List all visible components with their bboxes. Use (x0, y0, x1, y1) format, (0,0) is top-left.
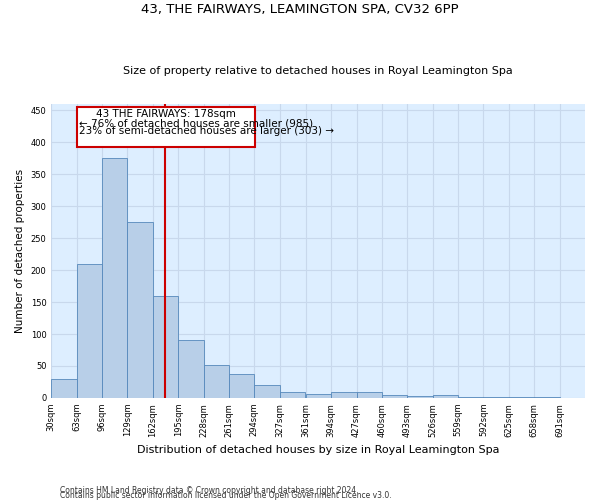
Text: 23% of semi-detached houses are larger (303) →: 23% of semi-detached houses are larger (… (79, 126, 334, 136)
Bar (51, 379, 77, 398)
Bar (153, 296, 178, 398)
Bar (203, 364, 229, 398)
Bar (127, 222, 153, 398)
Text: 43 THE FAIRWAYS: 178sqm: 43 THE FAIRWAYS: 178sqm (96, 109, 236, 119)
Bar (178, 340, 203, 398)
Text: 43, THE FAIRWAYS, LEAMINGTON SPA, CV32 6PP: 43, THE FAIRWAYS, LEAMINGTON SPA, CV32 6… (141, 2, 459, 16)
Title: Size of property relative to detached houses in Royal Leamington Spa: Size of property relative to detached ho… (123, 66, 513, 76)
Bar (382, 394, 407, 398)
Bar (356, 392, 382, 398)
Bar (254, 385, 280, 398)
Bar (102, 158, 127, 398)
FancyBboxPatch shape (77, 106, 255, 147)
Bar (229, 374, 254, 398)
Bar (433, 394, 458, 398)
Bar (331, 392, 356, 398)
Bar (306, 394, 331, 398)
Bar (407, 396, 433, 398)
Text: Contains public sector information licensed under the Open Government Licence v3: Contains public sector information licen… (60, 491, 392, 500)
Text: ← 76% of detached houses are smaller (985): ← 76% of detached houses are smaller (98… (79, 118, 313, 128)
Y-axis label: Number of detached properties: Number of detached properties (15, 169, 25, 333)
Bar (280, 392, 305, 398)
Bar (77, 264, 102, 398)
Text: Contains HM Land Registry data © Crown copyright and database right 2024.: Contains HM Land Registry data © Crown c… (60, 486, 359, 495)
X-axis label: Distribution of detached houses by size in Royal Leamington Spa: Distribution of detached houses by size … (137, 445, 499, 455)
